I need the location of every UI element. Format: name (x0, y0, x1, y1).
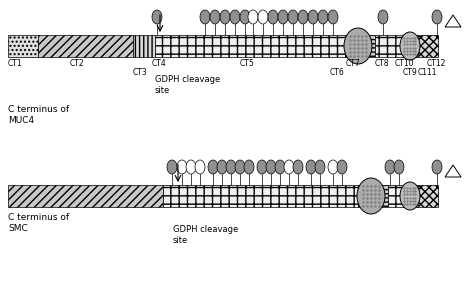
Ellipse shape (308, 10, 318, 24)
Ellipse shape (268, 10, 278, 24)
Text: C111: C111 (418, 68, 438, 77)
Ellipse shape (244, 160, 254, 174)
Text: CT4: CT4 (152, 59, 167, 68)
Text: CT12: CT12 (427, 59, 447, 68)
Bar (418, 185, 438, 207)
Text: CT6: CT6 (330, 68, 345, 77)
Ellipse shape (167, 160, 177, 174)
Bar (155, 35, 345, 57)
Text: GDPH cleavage
site: GDPH cleavage site (155, 75, 220, 95)
Ellipse shape (337, 160, 347, 174)
Ellipse shape (394, 160, 404, 174)
Bar (8, 185, 163, 207)
Ellipse shape (210, 10, 220, 24)
Ellipse shape (318, 10, 328, 24)
Ellipse shape (293, 160, 303, 174)
Ellipse shape (257, 160, 267, 174)
Text: C terminus of
SMC: C terminus of SMC (8, 213, 69, 233)
Text: CT5: CT5 (240, 59, 255, 68)
Ellipse shape (220, 10, 230, 24)
Ellipse shape (328, 10, 338, 24)
Ellipse shape (378, 10, 388, 24)
Bar (403, 35, 418, 57)
Ellipse shape (195, 160, 205, 174)
Ellipse shape (217, 160, 227, 174)
Ellipse shape (258, 10, 268, 24)
Bar (418, 35, 438, 57)
Ellipse shape (208, 160, 218, 174)
Bar (345, 35, 375, 57)
Bar (163, 185, 358, 207)
Ellipse shape (400, 182, 420, 210)
Text: C terminus of
MUC4: C terminus of MUC4 (8, 105, 69, 125)
Text: CT2: CT2 (70, 59, 85, 68)
Ellipse shape (266, 160, 276, 174)
Ellipse shape (235, 160, 245, 174)
Ellipse shape (248, 10, 258, 24)
Ellipse shape (328, 160, 338, 174)
Ellipse shape (432, 160, 442, 174)
Ellipse shape (275, 160, 285, 174)
Ellipse shape (284, 160, 294, 174)
Text: CT9: CT9 (403, 68, 418, 77)
Ellipse shape (152, 10, 162, 24)
Ellipse shape (240, 10, 250, 24)
Ellipse shape (177, 160, 187, 174)
Ellipse shape (432, 10, 442, 24)
Ellipse shape (278, 10, 288, 24)
Text: CT10: CT10 (395, 59, 414, 68)
Ellipse shape (186, 160, 196, 174)
Ellipse shape (385, 160, 395, 174)
Polygon shape (445, 15, 461, 27)
Polygon shape (445, 165, 461, 177)
Ellipse shape (400, 32, 420, 60)
Ellipse shape (344, 28, 372, 64)
Ellipse shape (200, 10, 210, 24)
Bar (38, 35, 133, 57)
Ellipse shape (357, 178, 385, 214)
Ellipse shape (315, 160, 325, 174)
Bar (133, 35, 155, 57)
Text: CT7: CT7 (346, 59, 361, 68)
Ellipse shape (288, 10, 298, 24)
Ellipse shape (226, 160, 236, 174)
Ellipse shape (306, 160, 316, 174)
Text: GDPH cleavage
site: GDPH cleavage site (173, 225, 238, 245)
Bar (358, 185, 388, 207)
Ellipse shape (230, 10, 240, 24)
Text: CT8: CT8 (375, 59, 390, 68)
Bar (375, 35, 403, 57)
Ellipse shape (298, 10, 308, 24)
Bar (8, 35, 38, 57)
Bar (388, 185, 403, 207)
Text: CT1: CT1 (8, 59, 23, 68)
Text: CT3: CT3 (133, 68, 148, 77)
Bar (403, 185, 418, 207)
